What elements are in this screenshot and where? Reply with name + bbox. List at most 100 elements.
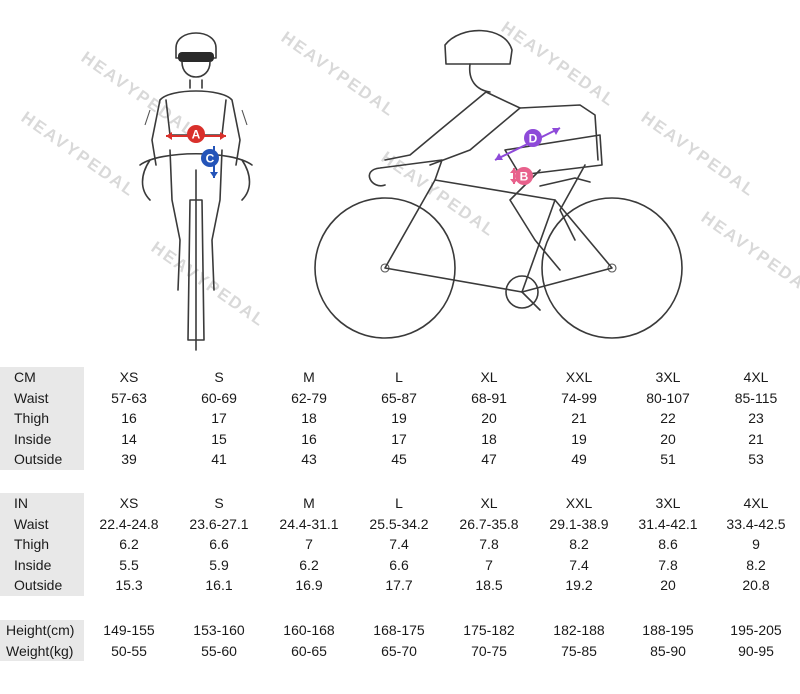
table-cell: 5.5 <box>119 556 139 573</box>
table-cell: 6.2 <box>119 536 139 553</box>
table-cell: 20 <box>660 430 676 447</box>
table-cell: 20.8 <box>742 577 770 594</box>
table-cell: S <box>214 495 224 512</box>
cyclist-illustration: HEAVYPEDAL HEAVYPEDAL HEAVYPEDAL HEAVYPE… <box>18 18 800 351</box>
watermark: HEAVYPEDAL <box>278 28 399 121</box>
table-cell: 85-90 <box>650 642 686 659</box>
table-cell: 8.6 <box>658 536 678 553</box>
table-cell: 47 <box>481 451 497 468</box>
row-label: Outside <box>0 575 84 596</box>
table-cell: 16 <box>301 430 317 447</box>
row-label: Height(cm) <box>0 620 84 641</box>
table-row: Outside 15.3 16.1 16.9 17.7 18.5 19.2 20 20.8 <box>0 575 800 596</box>
table-cell: XL <box>480 369 498 386</box>
table-row: Waist 57-63 60-69 62-79 65-87 68-91 74-99 80-10… <box>0 387 800 408</box>
table-cell: 62-79 <box>291 389 327 406</box>
table-cell: 23.6-27.1 <box>189 515 249 532</box>
table-cell: XXL <box>565 495 593 512</box>
marker-d-label: D <box>529 132 538 146</box>
table-row: Waist 22.4-24.8 23.6-27.1 24.4-31.1 25.5-34.… <box>0 513 800 534</box>
table-cell: 9 <box>752 536 760 553</box>
table-row: Thigh 6.2 6.6 7 7.4 7.8 8.2 8.6 9 <box>0 534 800 555</box>
table-cell: M <box>303 495 315 512</box>
table-cell: 18 <box>481 430 497 447</box>
table-cell: 15 <box>211 430 227 447</box>
table-cell: 74-99 <box>561 389 597 406</box>
cm-size-table: CM XS S M L XL XXL 3XL 4XL Waist 57-63 60-69 62-79 65… <box>0 367 800 470</box>
table-cell: 188-195 <box>642 622 694 639</box>
table-cell: 41 <box>211 451 227 468</box>
table-cell: 195-205 <box>730 622 782 639</box>
table-cell: 7.8 <box>479 536 499 553</box>
table-row: IN XS S M L XL XXL 3XL 4XL <box>0 493 800 514</box>
table-row: Weight(kg) 50-55 55-60 60-65 65-70 70-75 75-85… <box>0 640 800 661</box>
table-cell: 75-85 <box>561 642 597 659</box>
table-row: Height(cm) 149-155 153-160 160-168 168-175 17… <box>0 620 800 641</box>
table-cell: 168-175 <box>373 622 425 639</box>
watermark: HEAVYPEDAL <box>498 18 619 111</box>
table-cell: 16.1 <box>205 577 233 594</box>
row-label: Outside <box>0 449 84 470</box>
table-cell: 26.7-35.8 <box>459 515 519 532</box>
table-cell: 8.2 <box>569 536 589 553</box>
table-cell: 80-107 <box>646 389 690 406</box>
table-cell: 7.8 <box>658 556 678 573</box>
table-cell: 39 <box>121 451 137 468</box>
row-label: Weight(kg) <box>0 640 84 661</box>
table-cell: 19 <box>391 410 407 427</box>
table-cell: 19 <box>571 430 587 447</box>
watermark: HEAVYPEDAL <box>148 238 269 331</box>
row-label: Thigh <box>0 534 84 555</box>
table-cell: 16.9 <box>295 577 323 594</box>
table-cell: S <box>214 369 224 386</box>
table-row: Outside 39 41 43 45 47 49 51 53 <box>0 449 800 470</box>
table-cell: 51 <box>660 451 676 468</box>
marker-a: A <box>187 125 205 143</box>
table-cell: 60-65 <box>291 642 327 659</box>
table-cell: 17.7 <box>385 577 413 594</box>
table-cell: 24.4-31.1 <box>279 515 339 532</box>
table-row: Inside 5.5 5.9 6.2 6.6 7 7.4 7.8 8.2 <box>0 554 800 575</box>
table-cell: M <box>303 369 315 386</box>
table-cell: 57-63 <box>111 389 147 406</box>
table-cell: 90-95 <box>738 642 774 659</box>
front-view-cyclist <box>139 32 253 351</box>
inch-size-table: IN XS S M L XL XXL 3XL 4XL Waist 22.4-24.8 23.6-27.… <box>0 493 800 596</box>
table-cell: XXL <box>565 369 593 386</box>
table-cell: 17 <box>211 410 227 427</box>
row-label: Waist <box>0 387 84 408</box>
table-cell: 19.2 <box>565 577 593 594</box>
table-cell: 70-75 <box>471 642 507 659</box>
body-size-table: Height(cm) 149-155 153-160 160-168 168-175 17… <box>0 620 800 661</box>
marker-c: C <box>201 149 219 167</box>
table-cell: 53 <box>748 451 764 468</box>
table-cell: 20 <box>660 577 676 594</box>
row-label: IN <box>0 493 84 514</box>
table-cell: 50-55 <box>111 642 147 659</box>
table-cell: 5.9 <box>209 556 229 573</box>
table-cell: 22.4-24.8 <box>99 515 159 532</box>
table-cell: 68-91 <box>471 389 507 406</box>
table-cell: 18 <box>301 410 317 427</box>
table-cell: 4XL <box>743 495 769 512</box>
table-cell: 55-60 <box>201 642 237 659</box>
table-cell: XS <box>119 369 139 386</box>
table-cell: 18.5 <box>475 577 503 594</box>
table-cell: 7 <box>485 556 493 573</box>
row-label: Waist <box>0 513 84 534</box>
table-cell: 3XL <box>655 495 681 512</box>
table-cell: 7.4 <box>389 536 409 553</box>
table-cell: 4XL <box>743 369 769 386</box>
table-cell: 29.1-38.9 <box>549 515 609 532</box>
table-cell: 49 <box>571 451 587 468</box>
table-cell: 20 <box>481 410 497 427</box>
watermark-layer: HEAVYPEDAL HEAVYPEDAL HEAVYPEDAL HEAVYPE… <box>18 18 800 331</box>
table-cell: 17 <box>391 430 407 447</box>
table-row: CM XS S M L XL XXL 3XL 4XL <box>0 367 800 388</box>
table-cell: 149-155 <box>103 622 155 639</box>
table-row: Inside 14 15 16 17 18 19 20 21 <box>0 428 800 449</box>
table-cell: 25.5-34.2 <box>369 515 429 532</box>
table-cell: XL <box>480 495 498 512</box>
watermark: HEAVYPEDAL <box>698 208 800 301</box>
watermark: HEAVYPEDAL <box>638 108 759 201</box>
